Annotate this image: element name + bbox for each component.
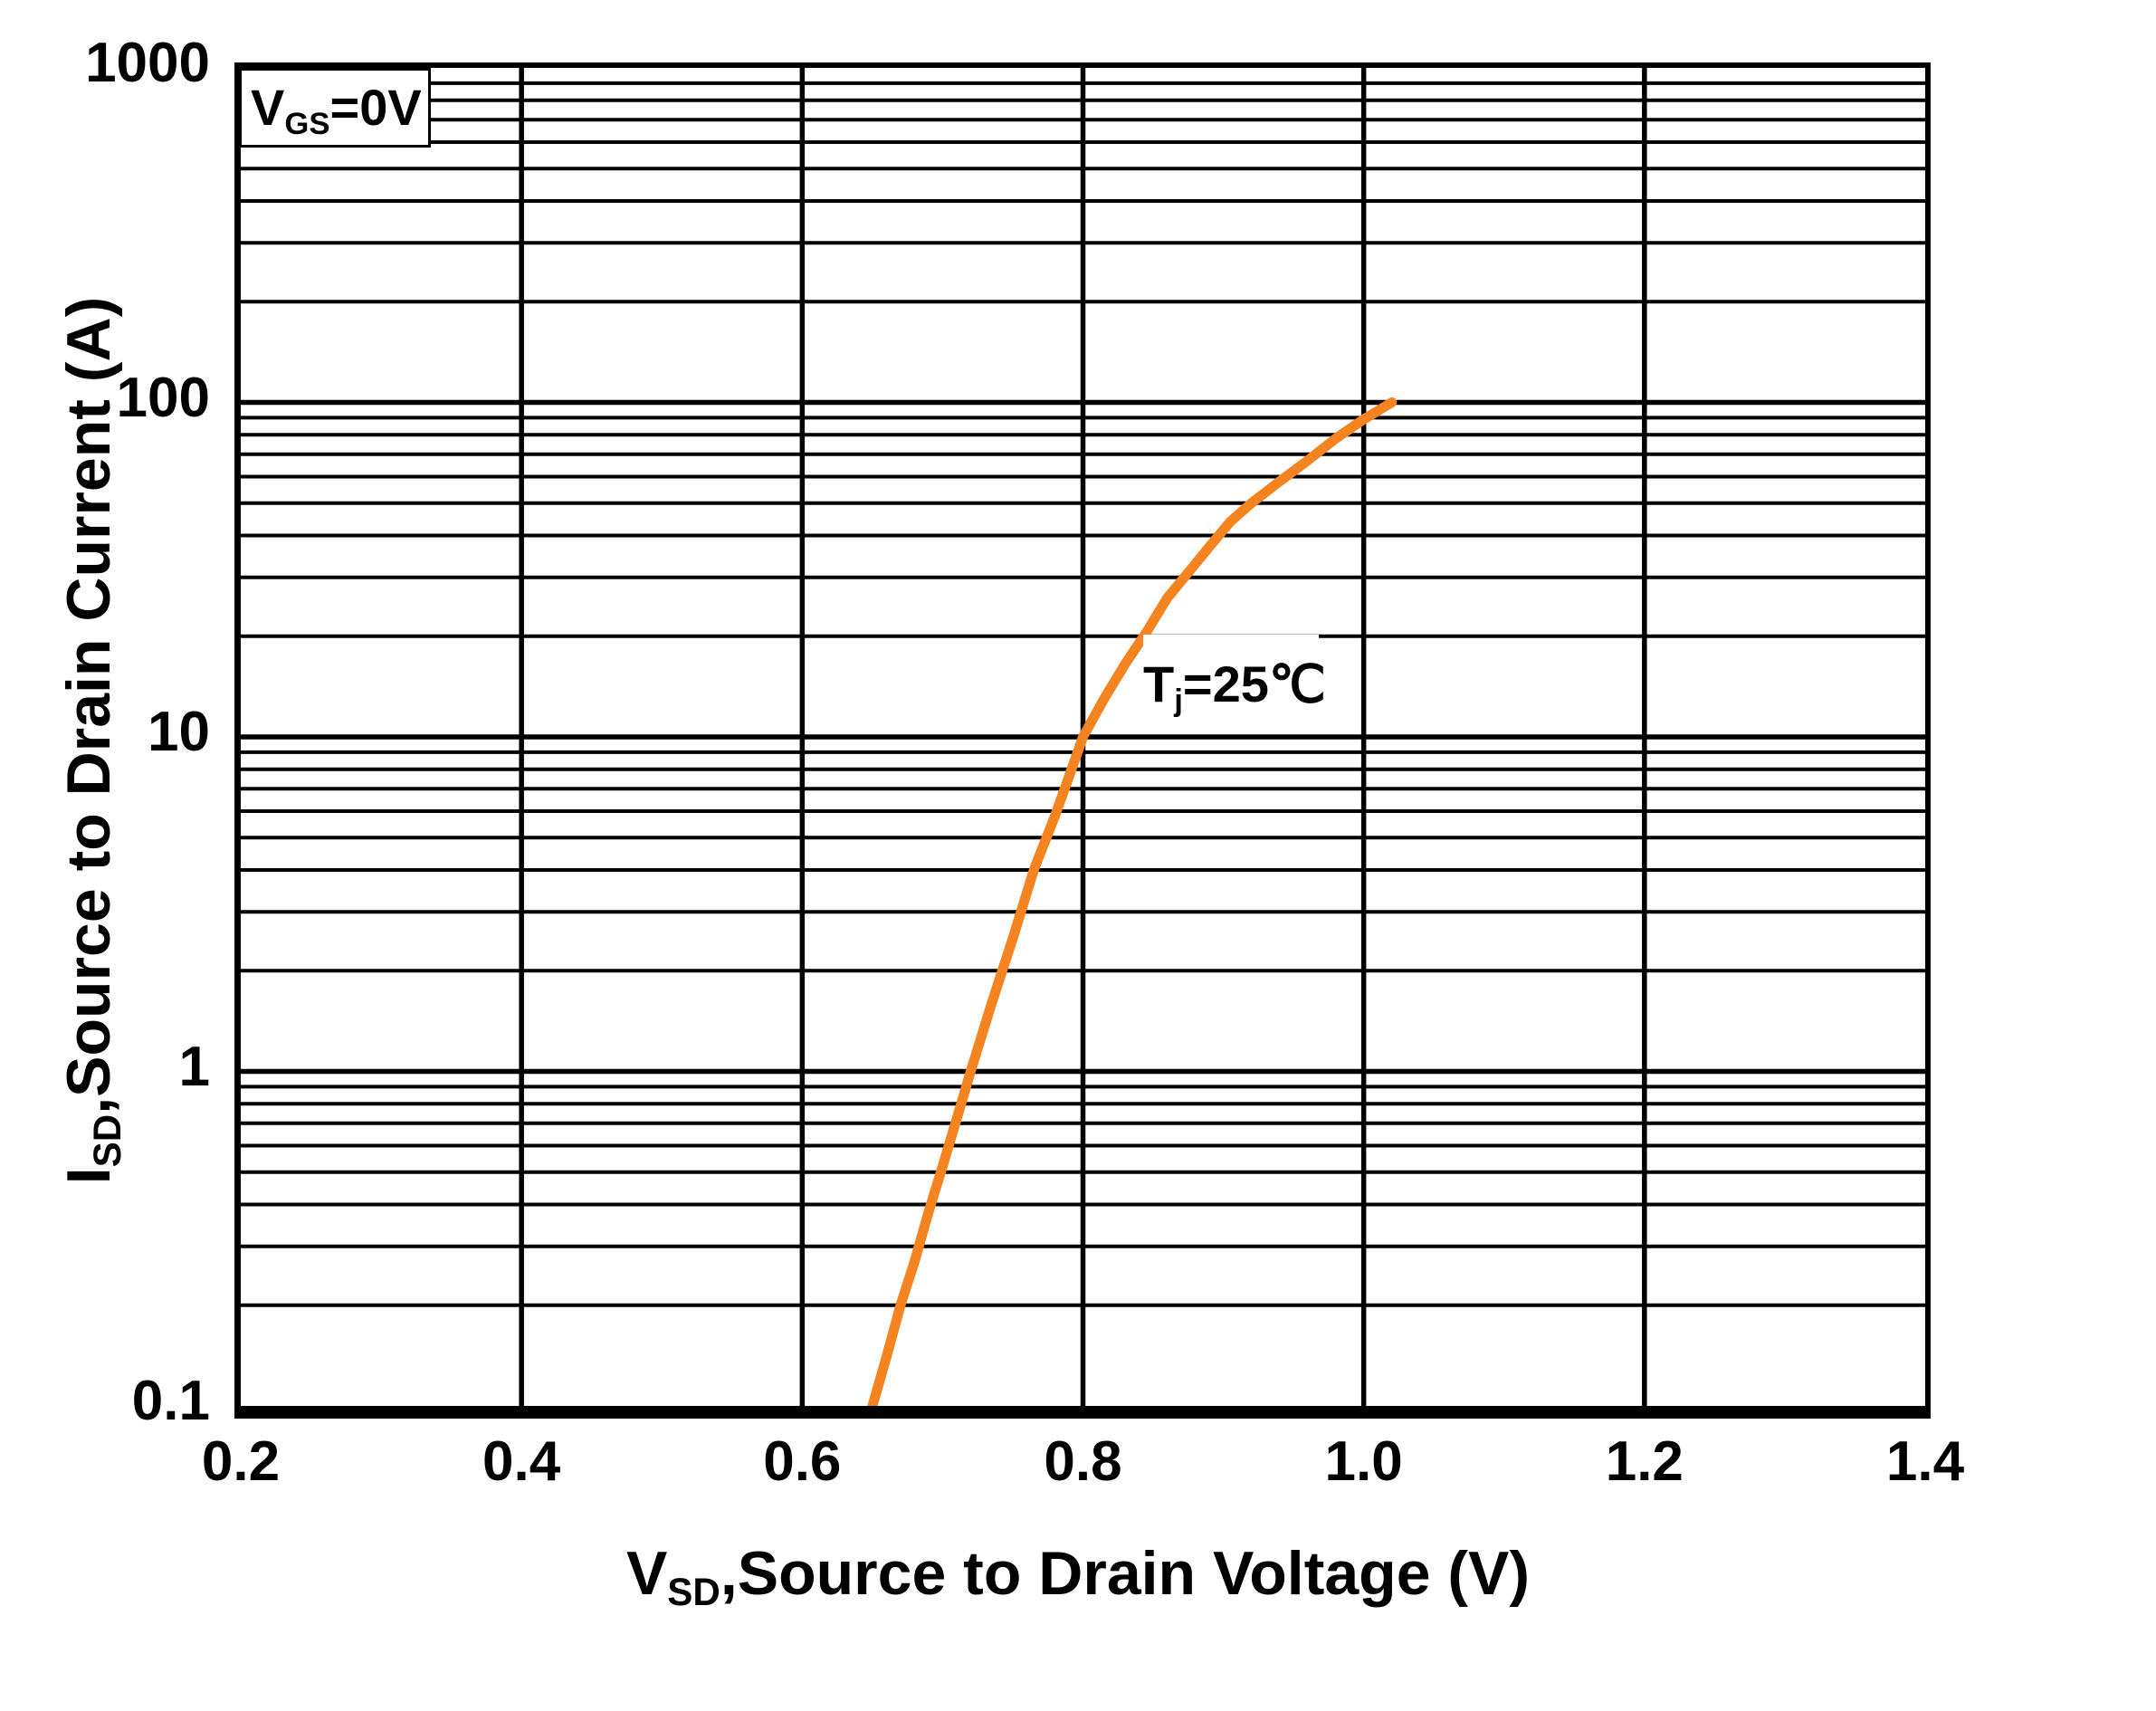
y-tick-label: 0.1 (131, 1370, 210, 1432)
plot-area (234, 62, 1931, 1419)
x-title-rest: ,Source to Drain Voltage (V) (720, 1539, 1531, 1608)
vgs-rest: =0V (329, 79, 422, 136)
tj-prefix: T (1143, 655, 1175, 712)
y-tick-label: 1 (178, 1035, 210, 1098)
y-tick-label: 10 (148, 701, 210, 763)
x-tick-label: 0.6 (763, 1430, 842, 1493)
y-title-subscript: SD (85, 1114, 129, 1168)
x-tick-label: 0.8 (1044, 1430, 1122, 1493)
diode-curve (867, 397, 1398, 1406)
y-title-rest: ,Source to Drain Current (A) (54, 296, 123, 1114)
tj-rest: =25℃ (1182, 655, 1326, 712)
plot-svg (241, 68, 1925, 1406)
vgs-annotation-box: VGS=0V (239, 68, 431, 148)
x-axis-title: VSD,Source to Drain Voltage (V) (0, 1535, 2156, 1620)
y-title-prefix: I (54, 1167, 123, 1185)
x-tick-label: 1.0 (1324, 1430, 1403, 1493)
y-axis-title: ISD,Source to Drain Current (A) (51, 62, 129, 1419)
vgs-subscript: GS (284, 106, 330, 141)
x-tick-label: 1.2 (1605, 1430, 1684, 1493)
tj-annotation-box: Tj=25℃ (1143, 635, 1326, 734)
x-title-subscript: SD (667, 1570, 720, 1613)
vgs-prefix: V (251, 79, 285, 136)
y-tick-label: 1000 (85, 32, 210, 94)
x-tick-label: 1.4 (1885, 1430, 1965, 1493)
x-tick-label: 0.4 (482, 1430, 561, 1493)
x-tick-label: 0.2 (201, 1430, 281, 1493)
x-title-prefix: V (625, 1539, 668, 1608)
tj-subscript: j (1174, 683, 1183, 718)
y-tick-label: 100 (116, 366, 210, 429)
